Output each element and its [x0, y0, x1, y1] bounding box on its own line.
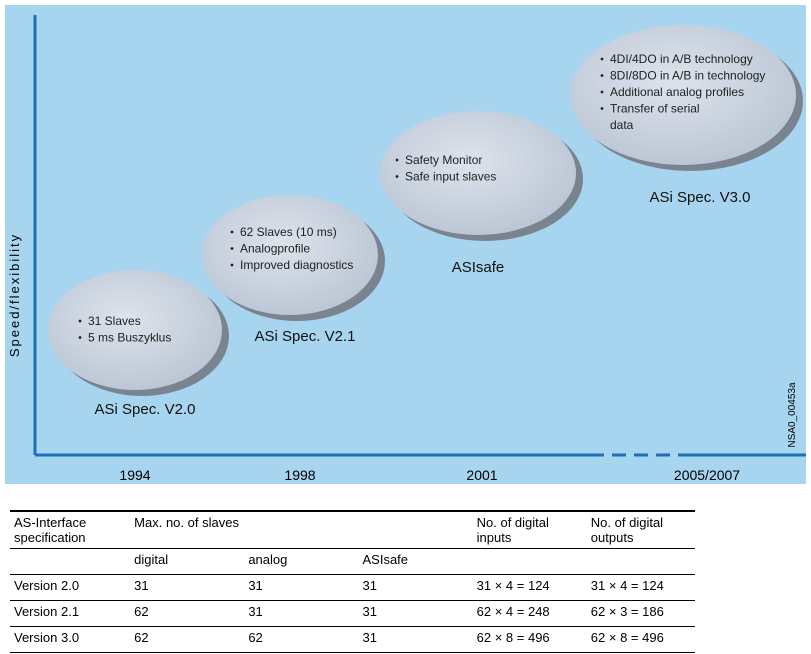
year-label: 2001	[466, 467, 497, 483]
cell: 62 × 8 = 496	[472, 626, 587, 653]
cell: 62 × 3 = 186	[586, 600, 695, 627]
bullet-dot	[78, 336, 82, 339]
bullet-dot	[600, 90, 604, 94]
subheader-cell: analog	[244, 548, 359, 575]
bullet-dot	[600, 107, 604, 110]
cell: 62 × 8 = 496	[586, 626, 695, 653]
stage-ellipse	[570, 25, 796, 165]
cell: 31	[130, 574, 245, 601]
diagram: Speed/flexibility NSA0_00453a 1994 1998 20…	[5, 5, 806, 484]
cell	[586, 548, 695, 575]
bullet-text: Safe input slaves	[405, 170, 496, 184]
cell: 62 × 4 = 248	[472, 600, 587, 627]
bullet-text: 62 Slaves (10 ms)	[240, 225, 337, 239]
bullet-dot	[230, 263, 234, 267]
bullet-dot	[395, 158, 399, 162]
bullet-dot	[600, 74, 604, 77]
bullet-dot	[230, 247, 234, 250]
cell	[10, 548, 131, 575]
stage-label: ASi Spec. V2.1	[255, 328, 356, 345]
bullet-text: data	[610, 118, 634, 132]
header-cell: No. of digital outputs	[586, 510, 695, 549]
table: AS-Interface specification Max. no. of s…	[10, 510, 695, 653]
table-row: Version 3.0 62 62 31 62 × 8 = 496 62 × 8 = 49…	[10, 626, 695, 653]
bullet-text: 8DI/8DO in A/B in technology	[610, 69, 765, 83]
y-axis-label: Speed/flexibility	[7, 233, 22, 357]
stage-label: ASi Spec. V2.0	[95, 401, 196, 418]
table-row: Version 2.1 62 31 31 62 × 4 = 248 62 × 3 = 18…	[10, 600, 695, 627]
cell: 31 × 4 = 124	[586, 574, 695, 601]
bullet-text: Additional analog profiles	[610, 85, 744, 99]
header-cell: No. of digital inputs	[472, 510, 587, 549]
cell: 31	[358, 626, 473, 653]
stage-ellipse	[380, 111, 576, 235]
stage-label: ASi Spec. V3.0	[650, 189, 751, 206]
cell: 31	[244, 600, 359, 627]
stage-label: ASIsafe	[452, 259, 505, 276]
cell: 62	[130, 626, 245, 653]
bullet-text: 5 ms Buszyklus	[88, 331, 171, 345]
subheader-cell: digital	[130, 548, 245, 575]
stage-ellipse	[202, 195, 378, 315]
year-label: 1994	[119, 467, 150, 483]
cell	[472, 548, 587, 575]
header-cell: Max. no. of slaves	[130, 510, 473, 549]
cell: 31 × 4 = 124	[472, 574, 587, 601]
bullet-text: Improved diagnostics	[240, 258, 353, 272]
year-label: 2005/2007	[674, 467, 740, 483]
table-row: Version 2.0 31 31 31 31 × 4 = 124 31 × 4 = 12…	[10, 574, 695, 601]
bullet-dot	[230, 230, 234, 234]
bullet-text: Safety Monitor	[405, 153, 482, 167]
bullet-text: 4DI/4DO in A/B technology	[610, 52, 753, 66]
cell: 31	[358, 600, 473, 627]
header-cell: AS-Interface specification	[10, 510, 131, 549]
year-label: 1998	[284, 467, 315, 483]
cell: 62	[244, 626, 359, 653]
cell: Version 2.1	[10, 600, 131, 627]
bullet-text: Transfer of serial	[610, 102, 700, 116]
bullet-dot	[600, 57, 604, 61]
bullet-text: 31 Slaves	[88, 314, 141, 328]
cell: Version 2.0	[10, 574, 131, 601]
stage-ellipse	[48, 270, 222, 390]
cell: Version 3.0	[10, 626, 131, 653]
cell: 31	[358, 574, 473, 601]
bullet-dot	[395, 175, 399, 178]
bullet-text: Analogprofile	[240, 242, 310, 256]
subheader-cell: ASIsafe	[358, 548, 473, 575]
cell: 31	[244, 574, 359, 601]
cell: 62	[130, 600, 245, 627]
bullet-dot	[78, 319, 82, 323]
figure-code: NSA0_00453a	[787, 382, 798, 447]
